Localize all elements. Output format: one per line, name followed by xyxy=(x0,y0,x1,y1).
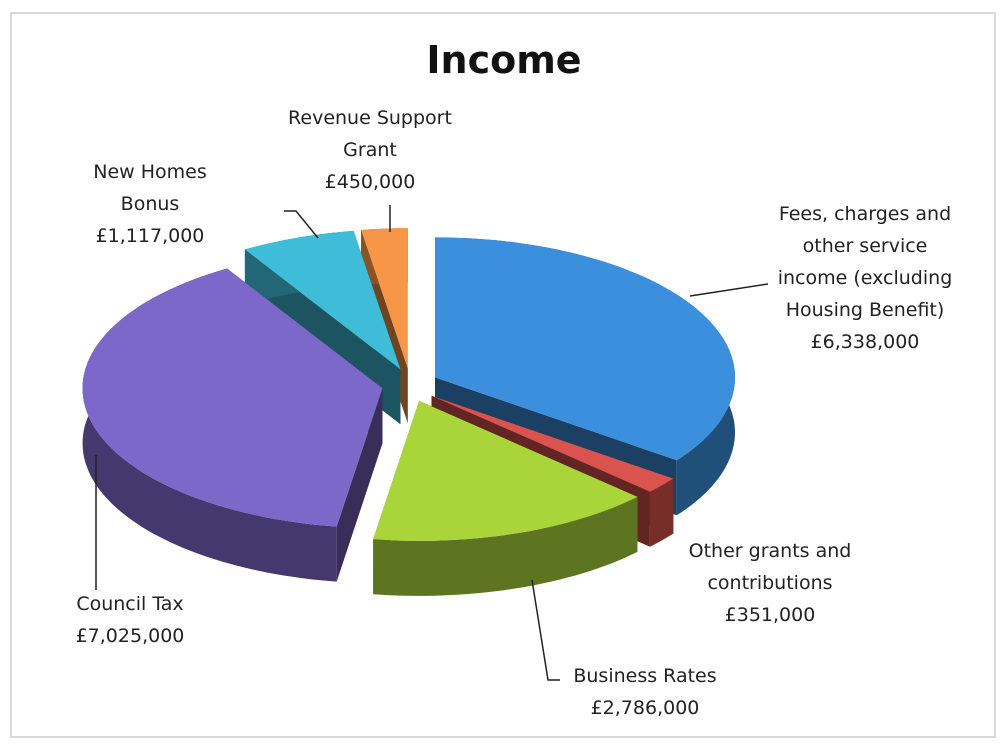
value-label: £1,117,000 xyxy=(95,225,205,247)
value-label: £450,000 xyxy=(324,171,416,193)
leader-line xyxy=(531,579,560,681)
chart-title: Income xyxy=(426,38,582,82)
value-label: £2,786,000 xyxy=(590,697,700,719)
slice-label: Other grants and contributions £351,000 xyxy=(670,535,870,631)
slice-label: Fees, charges and other service income (… xyxy=(765,198,965,358)
value-label: £351,000 xyxy=(724,604,816,626)
slice xyxy=(244,230,401,370)
value-label: £7,025,000 xyxy=(75,625,185,647)
slice-label: Revenue Support Grant £450,000 xyxy=(280,102,460,198)
category-label: Fees, charges and other service income (… xyxy=(777,203,953,321)
category-label: Business Rates xyxy=(573,665,717,687)
category-label: Council Tax xyxy=(76,593,184,615)
slice-label: Business Rates £2,786,000 xyxy=(545,660,745,724)
value-label: £6,338,000 xyxy=(810,331,920,353)
slice-side xyxy=(649,478,674,547)
slice-label: Council Tax £7,025,000 xyxy=(40,588,220,652)
chart-frame xyxy=(10,12,996,738)
leader-line xyxy=(284,210,319,239)
slice-side xyxy=(373,496,638,596)
slice-wall xyxy=(336,388,383,582)
slice xyxy=(361,228,408,369)
slice xyxy=(82,268,383,527)
category-label: New Homes Bonus xyxy=(93,161,207,215)
slice xyxy=(431,395,674,492)
slice xyxy=(435,237,735,461)
leader-line xyxy=(689,283,769,297)
slice xyxy=(373,400,638,541)
category-label: Other grants and contributions xyxy=(688,540,852,594)
category-label: Revenue Support Grant xyxy=(288,107,452,161)
slice-label: New Homes Bonus £1,117,000 xyxy=(80,156,220,252)
leader-lines xyxy=(95,205,769,681)
